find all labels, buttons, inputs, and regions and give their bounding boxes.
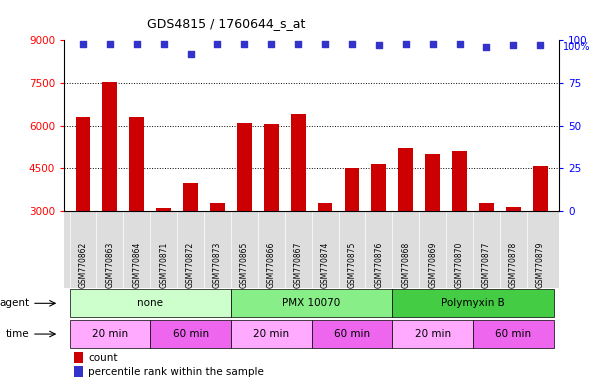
Bar — [318, 202, 332, 296]
Text: Polymyxin B: Polymyxin B — [441, 298, 505, 308]
Bar — [392, 320, 473, 348]
Bar — [237, 123, 252, 296]
Text: agent: agent — [0, 298, 29, 308]
Bar — [231, 290, 392, 317]
Text: 100%: 100% — [563, 42, 591, 52]
Point — [374, 42, 384, 48]
Bar — [231, 320, 312, 348]
Point — [105, 41, 115, 47]
Text: 60 min: 60 min — [496, 329, 532, 339]
Bar — [473, 320, 554, 348]
Point — [159, 41, 169, 47]
Bar — [150, 320, 231, 348]
Bar — [533, 166, 547, 296]
Text: PMX 10070: PMX 10070 — [282, 298, 341, 308]
Point — [266, 41, 276, 47]
Text: count: count — [88, 353, 117, 363]
Text: none: none — [137, 298, 163, 308]
Point — [428, 41, 437, 47]
Text: 20 min: 20 min — [415, 329, 451, 339]
Bar — [70, 290, 231, 317]
Bar — [312, 320, 392, 348]
Text: 20 min: 20 min — [92, 329, 128, 339]
Point — [320, 41, 330, 47]
Point — [481, 44, 491, 50]
Bar — [76, 117, 90, 296]
Bar — [130, 117, 144, 296]
Bar — [452, 151, 467, 296]
Bar — [392, 290, 554, 317]
Bar — [103, 81, 117, 296]
Bar — [506, 207, 521, 296]
Bar — [156, 208, 171, 296]
Bar — [183, 183, 198, 296]
Point — [293, 41, 303, 47]
Point — [213, 41, 222, 47]
Point — [508, 42, 518, 48]
Bar — [345, 169, 359, 296]
Text: GDS4815 / 1760644_s_at: GDS4815 / 1760644_s_at — [147, 17, 306, 30]
Bar — [371, 164, 386, 296]
Bar — [425, 154, 440, 296]
Text: percentile rank within the sample: percentile rank within the sample — [88, 367, 264, 377]
Point — [455, 41, 464, 47]
Point — [186, 51, 196, 57]
Text: 60 min: 60 min — [334, 329, 370, 339]
Point — [78, 41, 88, 47]
Bar — [398, 149, 413, 296]
Bar — [264, 124, 279, 296]
Point — [401, 41, 411, 47]
Bar — [210, 202, 225, 296]
Bar — [74, 353, 83, 363]
Point — [535, 42, 545, 48]
Bar — [479, 202, 494, 296]
Point — [347, 41, 357, 47]
Text: 60 min: 60 min — [172, 329, 208, 339]
Bar — [74, 366, 83, 377]
Text: time: time — [6, 329, 29, 339]
Point — [132, 41, 142, 47]
Text: 20 min: 20 min — [253, 329, 290, 339]
Bar — [291, 114, 306, 296]
Bar — [70, 320, 150, 348]
Point — [240, 41, 249, 47]
